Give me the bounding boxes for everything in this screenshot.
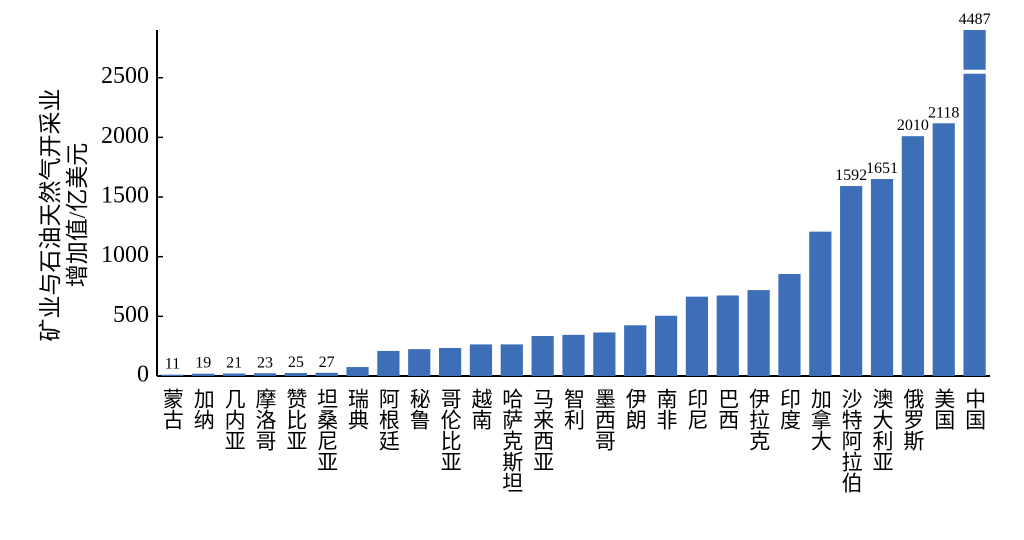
value-label: 1592	[835, 167, 867, 184]
bar	[562, 334, 585, 376]
bar	[840, 186, 863, 376]
value-label: 1651	[866, 160, 898, 177]
value-label: 27	[319, 354, 335, 371]
x-tick-label: 中国	[963, 388, 987, 430]
value-label: 19	[195, 355, 211, 372]
x-tick-label: 马来西亚	[531, 388, 555, 472]
y-axis-title: 矿业与石油天然气开采业 增加值/亿美元	[38, 89, 90, 342]
x-tick-label: 俄罗斯	[901, 388, 925, 451]
bar	[963, 30, 986, 376]
bar	[161, 374, 184, 376]
value-label: 4487	[959, 11, 991, 28]
x-tick-label: 墨西哥	[592, 388, 616, 451]
bar	[192, 373, 215, 376]
bar	[747, 290, 770, 376]
x-tick-label: 哥伦比亚	[438, 388, 462, 472]
bar	[716, 295, 739, 376]
x-tick-label: 瑞典	[346, 388, 370, 430]
bar	[438, 347, 462, 376]
x-tick-label: 印尼	[685, 388, 709, 430]
bar	[408, 349, 431, 376]
bar	[654, 315, 678, 376]
bar	[531, 336, 554, 376]
x-tick-label: 印度	[777, 388, 801, 430]
axis-break	[962, 69, 987, 74]
x-tick-label: 伊拉克	[747, 388, 771, 451]
y-axis-title-line: 增加值/亿美元	[65, 143, 90, 287]
x-tick-label: 南非	[654, 388, 678, 430]
y-tick-label: 0	[137, 362, 149, 388]
bar	[778, 273, 801, 376]
value-label: 25	[288, 354, 304, 371]
x-tick-label: 赞比亚	[284, 388, 308, 451]
value-label: 21	[226, 354, 242, 371]
x-tick-label: 几内亚	[222, 388, 246, 451]
x-tick-label: 加拿大	[808, 388, 832, 451]
x-tick-label: 摩洛哥	[253, 388, 277, 451]
bar	[223, 373, 246, 376]
x-tick-label: 美国	[932, 388, 956, 430]
x-tick-label: 加纳	[191, 388, 215, 430]
bar	[809, 231, 832, 376]
bar	[253, 373, 277, 376]
x-tick-label: 阿根廷	[376, 388, 400, 451]
x-tick-label: 蒙古	[160, 388, 184, 430]
bar	[500, 344, 523, 376]
value-label: 11	[165, 356, 180, 373]
bar	[593, 332, 616, 376]
value-label: 23	[257, 354, 273, 371]
bar	[469, 344, 493, 376]
y-tick-label: 1500	[101, 183, 149, 209]
y-tick-label: 500	[113, 302, 149, 328]
value-label: 2010	[897, 117, 929, 134]
bar	[284, 373, 307, 376]
x-tick-label: 沙特阿拉伯	[839, 388, 863, 493]
x-tick-label: 巴西	[716, 388, 740, 430]
y-tick-label: 2000	[101, 123, 149, 149]
bar	[901, 136, 924, 376]
x-tick-label: 澳大利亚	[870, 388, 894, 472]
x-tick-label: 坦桑尼亚	[315, 388, 339, 472]
x-tick-label: 哈萨克斯坦	[500, 388, 524, 493]
bar	[377, 350, 400, 376]
x-tick-label: 智利	[562, 388, 586, 430]
y-tick-label: 1000	[101, 242, 149, 268]
bar	[624, 325, 647, 376]
bar	[932, 123, 955, 376]
bar	[315, 372, 338, 376]
x-tick-label: 越南	[469, 388, 493, 430]
y-axis-title-line: 矿业与石油天然气开采业	[38, 89, 63, 342]
x-tick-label: 秘鲁	[407, 388, 431, 430]
x-tick-label: 伊朗	[623, 388, 647, 430]
bar	[870, 179, 894, 376]
y-tick-label: 2500	[101, 63, 149, 89]
bar	[346, 367, 369, 376]
value-label: 2118	[928, 104, 959, 121]
bar	[685, 296, 709, 376]
